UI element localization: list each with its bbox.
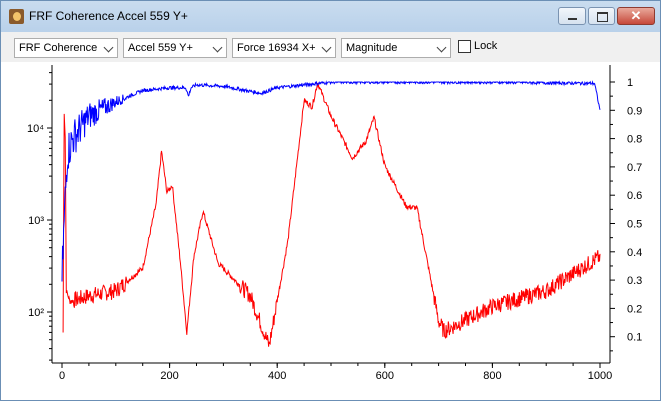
toolbar: FRF Coherence Accel 559 Y+ Force 16934 X… (1, 32, 660, 62)
close-icon: ✕ (630, 8, 642, 23)
y-right-tick-label: 0.9 (627, 105, 642, 117)
y-right-tick-label: 0.4 (627, 247, 642, 259)
format-value: Magnitude (346, 42, 398, 54)
x-tick-label: 600 (376, 370, 394, 382)
y-right-tick-label: 0.3 (627, 275, 642, 287)
coherence-line (61, 80, 601, 282)
lock-label: Lock (474, 40, 498, 52)
y-right-tick-label: 0.6 (627, 190, 642, 202)
y-right-tick-label: 0.1 (627, 332, 642, 344)
x-tick-label: 200 (160, 370, 178, 382)
checkbox-box[interactable] (458, 40, 471, 53)
reference-dropdown[interactable]: Force 16934 X+ (232, 38, 336, 58)
x-tick-label: 0 (59, 370, 65, 382)
y-left-tick-label: 10⁴ (27, 123, 44, 135)
window-title: FRF Coherence Accel 559 Y+ (29, 9, 188, 23)
y-right-tick-label: 0.8 (627, 134, 642, 146)
minimize-button[interactable] (558, 7, 586, 25)
close-button[interactable]: ✕ (617, 7, 655, 25)
y-left-tick-label: 10³ (28, 215, 44, 227)
plot-type-dropdown[interactable]: FRF Coherence (14, 38, 118, 58)
x-tick-label: 1000 (588, 370, 612, 382)
app-icon (9, 9, 24, 24)
x-tick-label: 800 (483, 370, 501, 382)
x-tick-label: 400 (268, 370, 286, 382)
plot-type-value: FRF Coherence (19, 42, 98, 54)
y-right-tick-label: 0.2 (627, 303, 642, 315)
reference-value: Force 16934 X+ (237, 42, 316, 54)
y-right-tick-label: 1 (627, 77, 633, 89)
minimize-icon (568, 18, 577, 20)
format-dropdown[interactable]: Magnitude (341, 38, 451, 58)
frf-magnitude-line (62, 82, 601, 347)
maximize-button[interactable] (588, 7, 615, 25)
response-value: Accel 559 Y+ (128, 42, 193, 54)
plot-area[interactable] (1, 62, 660, 400)
maximize-icon (597, 12, 608, 22)
y-right-tick-label: 0.5 (627, 219, 642, 231)
y-left-tick-label: 10² (28, 307, 44, 319)
title-bar[interactable]: FRF Coherence Accel 559 Y+ ✕ (1, 1, 660, 32)
response-dropdown[interactable]: Accel 559 Y+ (123, 38, 227, 58)
y-right-tick-label: 0.7 (627, 162, 642, 174)
